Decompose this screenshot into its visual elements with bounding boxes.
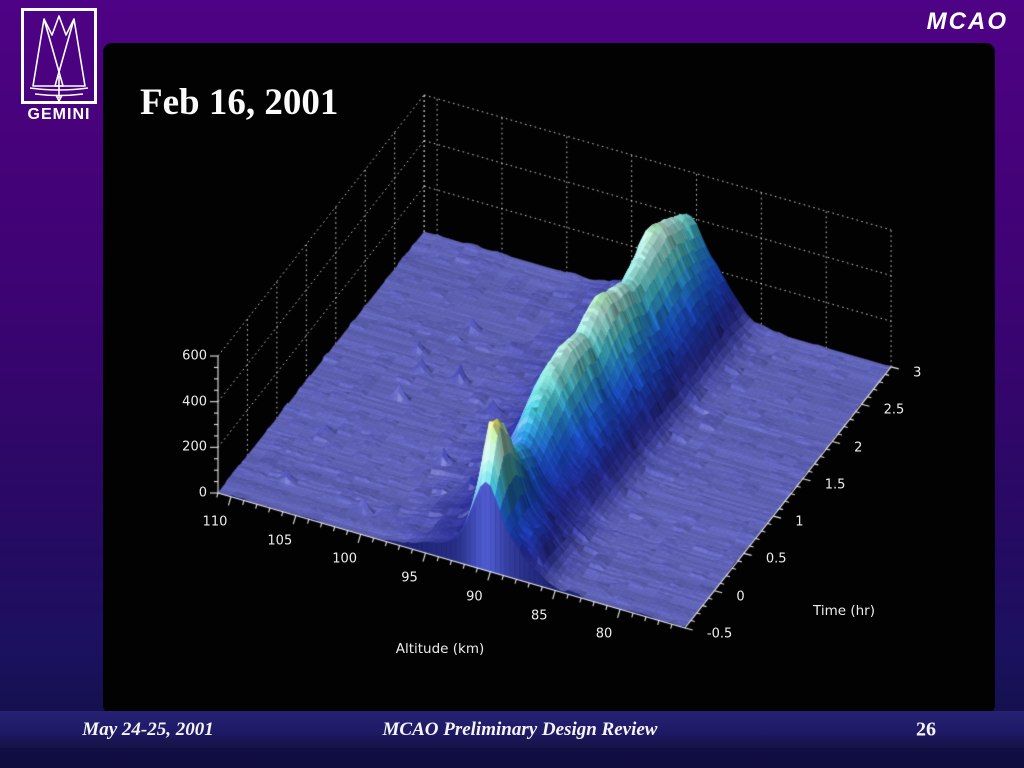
footer-page-number: 26 (916, 718, 936, 740)
footer-date: May 24-25, 2001 (82, 718, 214, 740)
surface-plot-canvas (103, 43, 995, 714)
slide-title: Feb 16, 2001 (140, 82, 339, 123)
gemini-logo-text: GEMINI (27, 106, 91, 123)
chart-panel: 110 105 100 95 90 85 80 -0.5 0 0.5 1 1.5 2 2.5 3 0 200 40… (103, 43, 995, 714)
footer: May 24-25, 2001 MCAO Preliminary Design … (0, 711, 1024, 748)
y-axis-label: Time (hr) (813, 603, 875, 619)
footer-center-text: MCAO Preliminary Design Review (382, 718, 658, 740)
brand-mcao: MCAO (926, 8, 1008, 35)
gemini-telescope-icon (21, 8, 97, 104)
gemini-logo: GEMINI (16, 8, 102, 124)
x-axis-label: Altitude (km) (395, 641, 485, 657)
